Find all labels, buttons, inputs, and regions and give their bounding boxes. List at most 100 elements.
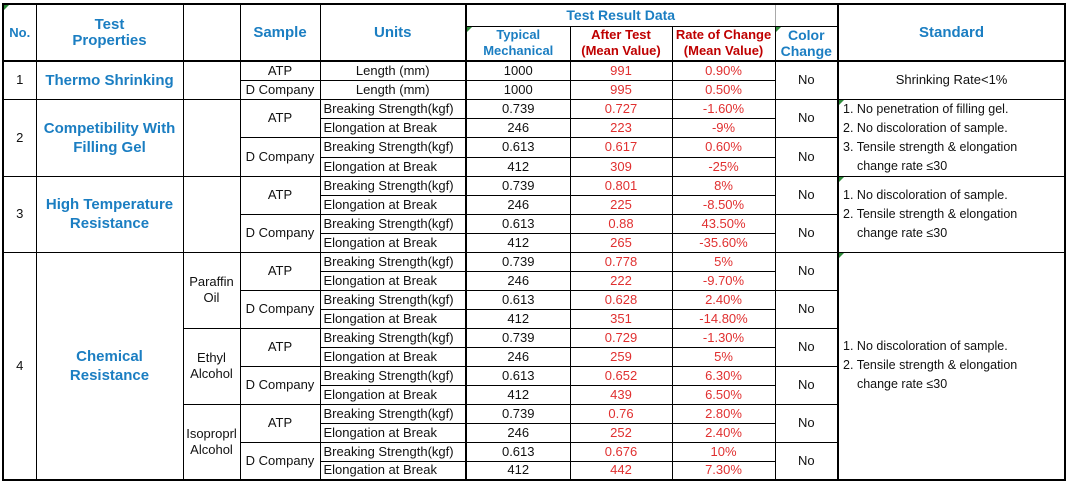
cell-units[interactable]: Breaking Strength(kgf) <box>319 251 467 272</box>
cell-after-value[interactable]: 252 <box>569 422 673 443</box>
cell-typical-value[interactable]: 246 <box>465 117 571 138</box>
cell-after-value[interactable]: 0.676 <box>569 441 673 462</box>
cell-typical-value[interactable]: 246 <box>465 194 571 215</box>
cell-units[interactable]: Elongation at Break <box>319 308 467 329</box>
cell-units[interactable]: Length (mm) <box>319 79 467 100</box>
cell-standard[interactable]: Shrinking Rate<1% <box>837 60 1066 100</box>
header-blank-above-color[interactable] <box>774 3 839 27</box>
cell-rate-value[interactable]: 5% <box>671 346 776 367</box>
header-sample[interactable]: Sample <box>239 3 321 62</box>
cell-subcategory[interactable]: Ethyl Alcohol <box>182 327 241 405</box>
cell-sample[interactable]: ATP <box>239 251 321 291</box>
cell-after-value[interactable]: 439 <box>569 384 673 405</box>
cell-rate-value[interactable]: -9.70% <box>671 270 776 291</box>
cell-typical-value[interactable]: 0.613 <box>465 365 571 386</box>
cell-units[interactable]: Breaking Strength(kgf) <box>319 441 467 462</box>
cell-rate-value[interactable]: -1.30% <box>671 327 776 348</box>
cell-typical-value[interactable]: 0.613 <box>465 441 571 462</box>
cell-after-value[interactable]: 223 <box>569 117 673 138</box>
cell-color-change[interactable]: No <box>774 213 839 253</box>
cell-typical-value[interactable]: 246 <box>465 346 571 367</box>
cell-no[interactable]: 1 <box>2 60 37 100</box>
cell-subcategory[interactable] <box>182 98 241 177</box>
cell-typical-value[interactable]: 412 <box>465 460 571 481</box>
cell-sample[interactable]: ATP <box>239 175 321 215</box>
cell-typical-value[interactable]: 412 <box>465 232 571 253</box>
cell-typical-value[interactable]: 412 <box>465 384 571 405</box>
cell-rate-value[interactable]: 0.60% <box>671 136 776 158</box>
cell-typical-value[interactable]: 0.739 <box>465 327 571 348</box>
cell-units[interactable]: Breaking Strength(kgf) <box>319 327 467 348</box>
cell-units[interactable]: Elongation at Break <box>319 422 467 443</box>
header-after-test[interactable]: After Test (Mean Value) <box>569 25 673 62</box>
cell-rate-value[interactable]: -8.50% <box>671 194 776 215</box>
cell-sample[interactable]: ATP <box>239 403 321 443</box>
cell-after-value[interactable]: 442 <box>569 460 673 481</box>
cell-typical-value[interactable]: 1000 <box>465 60 571 81</box>
cell-color-change[interactable]: No <box>774 175 839 215</box>
cell-sample[interactable]: D Company <box>239 79 321 100</box>
cell-after-value[interactable]: 0.88 <box>569 213 673 234</box>
cell-rate-value[interactable]: 2.40% <box>671 289 776 310</box>
cell-sample[interactable]: ATP <box>239 60 321 81</box>
cell-no[interactable]: 2 <box>2 98 37 177</box>
cell-rate-value[interactable]: 2.40% <box>671 422 776 443</box>
cell-after-value[interactable]: 0.727 <box>569 98 673 119</box>
cell-after-value[interactable]: 995 <box>569 79 673 100</box>
cell-units[interactable]: Elongation at Break <box>319 270 467 291</box>
cell-color-change[interactable]: No <box>774 403 839 443</box>
cell-sample[interactable]: D Company <box>239 213 321 253</box>
cell-typical-value[interactable]: 0.613 <box>465 136 571 158</box>
cell-rate-value[interactable]: 5% <box>671 251 776 272</box>
cell-subcategory[interactable] <box>182 60 241 100</box>
cell-rate-value[interactable]: -9% <box>671 117 776 138</box>
cell-typical-value[interactable]: 0.613 <box>465 213 571 234</box>
cell-units[interactable]: Elongation at Break <box>319 384 467 405</box>
cell-rate-value[interactable]: 10% <box>671 441 776 462</box>
cell-sample[interactable]: ATP <box>239 327 321 367</box>
cell-after-value[interactable]: 0.729 <box>569 327 673 348</box>
cell-units[interactable]: Breaking Strength(kgf) <box>319 403 467 424</box>
cell-units[interactable]: Breaking Strength(kgf) <box>319 175 467 196</box>
cell-property[interactable]: Competibility With Filling Gel <box>35 98 184 177</box>
header-rate-of-change[interactable]: Rate of Change (Mean Value) <box>671 25 776 62</box>
cell-after-value[interactable]: 0.617 <box>569 136 673 158</box>
cell-units[interactable]: Breaking Strength(kgf) <box>319 289 467 310</box>
cell-after-value[interactable]: 991 <box>569 60 673 81</box>
header-typical-mechanical[interactable]: Typical Mechanical <box>465 25 571 62</box>
cell-units[interactable]: Breaking Strength(kgf) <box>319 365 467 386</box>
cell-color-change[interactable]: No <box>774 289 839 329</box>
cell-sample[interactable]: ATP <box>239 98 321 138</box>
cell-after-value[interactable]: 0.801 <box>569 175 673 196</box>
cell-after-value[interactable]: 265 <box>569 232 673 253</box>
cell-units[interactable]: Elongation at Break <box>319 156 467 177</box>
cell-typical-value[interactable]: 412 <box>465 308 571 329</box>
cell-rate-value[interactable]: 7.30% <box>671 460 776 481</box>
cell-color-change[interactable]: No <box>774 327 839 367</box>
cell-color-change[interactable]: No <box>774 251 839 291</box>
cell-rate-value[interactable]: -14.80% <box>671 308 776 329</box>
cell-units[interactable]: Length (mm) <box>319 60 467 81</box>
cell-typical-value[interactable]: 0.739 <box>465 251 571 272</box>
cell-typical-value[interactable]: 0.739 <box>465 175 571 196</box>
cell-rate-value[interactable]: 8% <box>671 175 776 196</box>
cell-typical-value[interactable]: 1000 <box>465 79 571 100</box>
cell-units[interactable]: Breaking Strength(kgf) <box>319 98 467 119</box>
header-no[interactable]: No. <box>2 3 37 62</box>
cell-typical-value[interactable]: 246 <box>465 422 571 443</box>
cell-typical-value[interactable]: 246 <box>465 270 571 291</box>
cell-after-value[interactable]: 259 <box>569 346 673 367</box>
cell-typical-value[interactable]: 0.613 <box>465 289 571 310</box>
cell-rate-value[interactable]: 6.30% <box>671 365 776 386</box>
cell-rate-value[interactable]: -25% <box>671 156 776 177</box>
cell-units[interactable]: Elongation at Break <box>319 232 467 253</box>
cell-color-change[interactable]: No <box>774 60 839 100</box>
cell-standard[interactable]: 1. No discoloration of sample. 2. Tensil… <box>837 175 1066 253</box>
cell-sample[interactable]: D Company <box>239 136 321 177</box>
cell-subcategory[interactable]: Isoproprl Alcohol <box>182 403 241 481</box>
cell-color-change[interactable]: No <box>774 98 839 138</box>
cell-after-value[interactable]: 222 <box>569 270 673 291</box>
header-standard[interactable]: Standard <box>837 3 1066 62</box>
cell-units[interactable]: Breaking Strength(kgf) <box>319 213 467 234</box>
cell-property[interactable]: Chemical Resistance <box>35 251 184 481</box>
